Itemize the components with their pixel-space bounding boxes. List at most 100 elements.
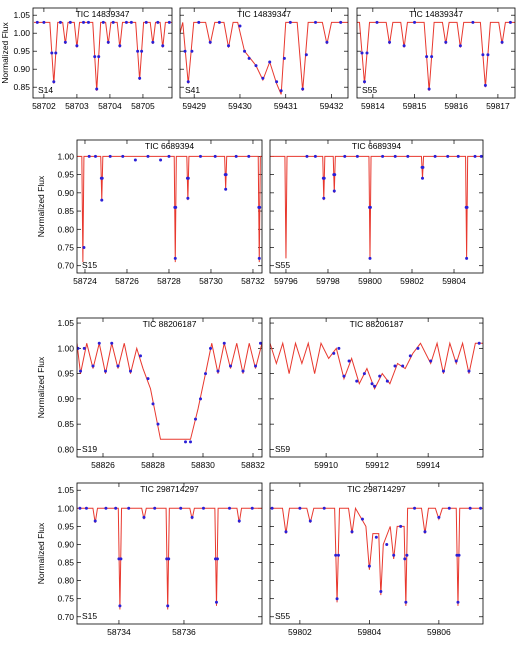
panel: 0.80 0.85 0.90 0.95 1.00 1.05 58826 58828 58830 5… [36, 317, 265, 470]
data-point [118, 44, 122, 48]
data-point [146, 154, 150, 158]
data-point [257, 256, 261, 260]
data-point [139, 354, 142, 358]
data-point [58, 20, 62, 24]
data-point [433, 154, 437, 158]
data-point [305, 154, 309, 158]
data-point [483, 83, 487, 87]
x-tick-label: 59817 [486, 101, 510, 111]
data-point [127, 506, 131, 510]
data-point [471, 20, 475, 24]
data-point [334, 553, 338, 557]
data-point [322, 176, 326, 180]
model-line [270, 341, 483, 390]
data-point [388, 40, 392, 44]
x-tick-label: 59914 [416, 460, 440, 470]
series-group [77, 154, 262, 263]
data-point [213, 154, 217, 158]
data-point [360, 51, 364, 55]
x-tick-label: 59430 [228, 101, 252, 111]
data-point [421, 176, 425, 180]
series-group [270, 506, 483, 606]
y-tick-label: 0.95 [57, 521, 74, 531]
data-point [247, 154, 251, 158]
data-point [209, 346, 212, 350]
data-point [332, 189, 336, 193]
data-point [190, 515, 194, 519]
data-point [111, 20, 115, 24]
series-group [180, 20, 348, 95]
y-tick-label: 1.05 [57, 318, 74, 328]
data-point [355, 379, 359, 383]
data-point [241, 369, 245, 373]
x-tick-label: 58736 [172, 627, 196, 637]
model-line [270, 155, 483, 259]
data-point [78, 506, 82, 510]
data-point [104, 506, 108, 510]
data-point [373, 384, 377, 388]
data-point [95, 87, 99, 91]
x-tick-label: 58705 [131, 101, 155, 111]
data-point [173, 256, 177, 260]
data-point [279, 89, 283, 93]
data-point [82, 20, 86, 24]
x-tick-label: 58734 [107, 627, 131, 637]
data-point [159, 158, 163, 162]
data-point [313, 20, 317, 24]
y-tick-label: 1.00 [57, 343, 74, 353]
data-point [254, 64, 258, 68]
data-point [447, 506, 451, 510]
y-tick-label: 1.05 [13, 10, 30, 20]
data-point [313, 154, 317, 158]
data-point [465, 256, 469, 260]
sector-label: S15 [82, 260, 97, 270]
x-tick-label: 59814 [361, 101, 385, 111]
data-point [227, 506, 231, 510]
data-point [430, 55, 434, 59]
data-point [87, 154, 91, 158]
model-line [77, 507, 262, 610]
data-point [429, 359, 433, 363]
sector-label: S55 [275, 611, 290, 621]
y-tick-label: 0.70 [57, 612, 74, 622]
data-point [42, 20, 46, 24]
data-point [381, 154, 385, 158]
data-point [100, 198, 104, 202]
data-point [339, 20, 343, 24]
data-point [416, 346, 420, 350]
panel: 59796 59798 59800 59802 59804 TIC 6689394 S55 [269, 139, 484, 286]
model-line [77, 343, 262, 440]
sector-label: S55 [275, 260, 290, 270]
data-point [423, 530, 427, 534]
data-point [97, 341, 101, 345]
x-tick-label: 58732 [241, 276, 265, 286]
sector-label: S59 [275, 444, 290, 454]
sector-label: S14 [38, 85, 53, 95]
data-point [118, 604, 122, 608]
data-point [119, 557, 123, 561]
data-point [190, 49, 194, 53]
data-point [446, 154, 450, 158]
y-tick-label: 0.90 [13, 64, 30, 74]
data-point [385, 542, 389, 546]
x-tick-label: 59804 [442, 276, 466, 286]
data-point [479, 506, 483, 510]
y-tick-label: 0.90 [57, 539, 74, 549]
data-point [362, 372, 366, 376]
data-point [50, 51, 54, 55]
y-tick-label: 1.05 [57, 485, 74, 495]
data-point [93, 519, 97, 523]
y-tick-label: 0.85 [57, 206, 74, 216]
x-tick-label: 58724 [73, 276, 97, 286]
data-point [156, 422, 160, 426]
data-point [404, 600, 408, 604]
data-point [363, 80, 367, 84]
data-point [268, 60, 272, 64]
data-point [121, 154, 125, 158]
data-point [370, 382, 374, 386]
data-point [84, 506, 88, 510]
y-tick-label: 0.85 [13, 82, 30, 92]
data-point [93, 55, 97, 59]
data-point [161, 44, 165, 48]
model-line [33, 21, 172, 91]
